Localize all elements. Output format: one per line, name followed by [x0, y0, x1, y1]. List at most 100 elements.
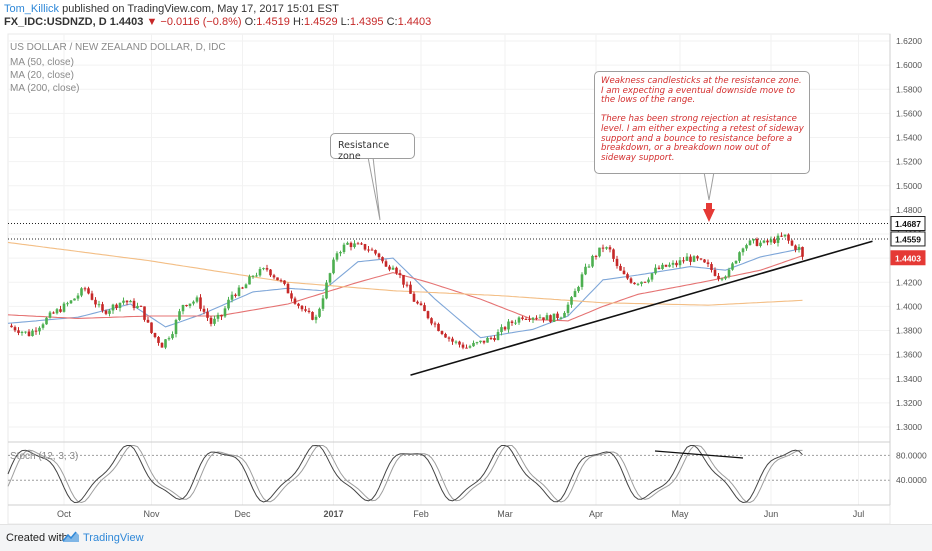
candle-body — [196, 297, 199, 301]
time-tick-label: Jul — [853, 509, 865, 519]
time-tick-label: Dec — [234, 509, 251, 519]
candle-body — [672, 263, 675, 265]
candle-body — [332, 260, 335, 274]
candle-body — [700, 258, 703, 259]
price-tick-label: 1.4800 — [896, 205, 922, 215]
candle-body — [609, 247, 612, 249]
candle-body — [759, 243, 762, 246]
price-tick-label: 1.5600 — [896, 108, 922, 118]
candle-body — [238, 288, 241, 296]
candle-body — [119, 303, 122, 308]
candle-body — [675, 263, 678, 265]
candle-body — [108, 310, 111, 313]
candle-body — [399, 273, 402, 275]
candle-body — [133, 301, 136, 308]
candle-body — [129, 301, 132, 302]
candle-body — [763, 241, 766, 243]
candle-body — [255, 275, 258, 276]
candle-body — [73, 299, 76, 301]
candle-body — [556, 314, 559, 318]
legend-ma20[interactable]: MA (20, close) — [10, 70, 74, 81]
legend-ma200[interactable]: MA (200, close) — [10, 83, 79, 94]
tradingview-link[interactable]: TradingView — [83, 532, 144, 544]
candle-body — [28, 332, 31, 336]
candle-body — [322, 298, 325, 308]
stoch-legend[interactable]: Stoch (12, 3, 3) — [10, 451, 78, 462]
candle-body — [693, 256, 696, 262]
candle-body — [749, 241, 752, 246]
candle-body — [623, 271, 626, 274]
candle-body — [581, 274, 584, 287]
candle-body — [189, 304, 192, 307]
candle-body — [535, 318, 538, 319]
candle-body — [637, 284, 640, 285]
candle-body — [217, 315, 220, 319]
candle-body — [511, 322, 514, 323]
candle-body — [77, 296, 80, 299]
candle-body — [514, 323, 517, 324]
candle-body — [329, 273, 332, 282]
candle-body — [434, 323, 437, 324]
candle-body — [52, 313, 55, 314]
candle-body — [413, 294, 416, 302]
price-axis: 1.62001.60001.58001.56001.54001.52001.50… — [890, 34, 922, 505]
candle-body — [619, 266, 622, 271]
candle-body — [598, 248, 601, 257]
candle-body — [59, 309, 62, 312]
candle-body — [612, 249, 615, 258]
candle-body — [665, 265, 668, 267]
time-tick-label: Oct — [57, 509, 72, 519]
candle-body — [308, 311, 311, 312]
price-labels: 1.4687 1.4559 1.4403 — [891, 217, 925, 265]
candle-body — [724, 277, 727, 279]
candle-body — [735, 261, 738, 264]
candle-body — [661, 265, 664, 269]
candle-body — [280, 280, 283, 281]
candle-body — [164, 339, 167, 347]
candle-body — [416, 302, 419, 304]
candle-body — [633, 283, 636, 284]
candle-body — [374, 250, 377, 254]
candle-body — [98, 304, 101, 305]
candle-body — [150, 322, 153, 332]
time-tick-label: Nov — [143, 509, 160, 519]
candle-body — [143, 306, 146, 319]
price-tick-label: 1.5200 — [896, 157, 922, 167]
candle-body — [17, 330, 20, 333]
candle-body — [392, 268, 395, 270]
time-tick-label: Mar — [497, 509, 513, 519]
price-tick-label: 1.4200 — [896, 277, 922, 287]
candle-body — [507, 322, 510, 330]
candle-body — [185, 305, 188, 306]
candle-body — [245, 284, 248, 288]
candle-body — [101, 304, 104, 310]
candle-body — [703, 260, 706, 263]
price-label-text: 1.4687 — [895, 219, 921, 229]
candle-body — [301, 306, 304, 309]
candle-body — [756, 239, 759, 246]
candle-body — [602, 248, 605, 249]
candle-body — [490, 338, 493, 339]
candle-body — [794, 246, 797, 250]
candle-body — [175, 320, 178, 334]
candle-body — [444, 334, 447, 338]
candle-body — [563, 313, 566, 318]
candle-body — [584, 267, 587, 275]
candle-body — [168, 338, 171, 339]
price-tick-label: 1.3800 — [896, 326, 922, 336]
candle-body — [262, 268, 265, 269]
candle-body — [378, 254, 381, 258]
candle-body — [728, 270, 731, 277]
candle-body — [234, 295, 237, 296]
candle-body — [752, 239, 755, 241]
legend-ma50[interactable]: MA (50, close) — [10, 57, 74, 68]
candle-body — [539, 317, 542, 318]
candle-body — [231, 295, 234, 300]
candle-body — [591, 256, 594, 267]
price-tick-label: 1.3400 — [896, 374, 922, 384]
candle-body — [350, 243, 353, 247]
candle-body — [80, 288, 83, 295]
candle-body — [721, 279, 724, 280]
candle-body — [595, 256, 598, 257]
analysis-callout: Weakness candlesticks at the resistance … — [594, 71, 810, 174]
